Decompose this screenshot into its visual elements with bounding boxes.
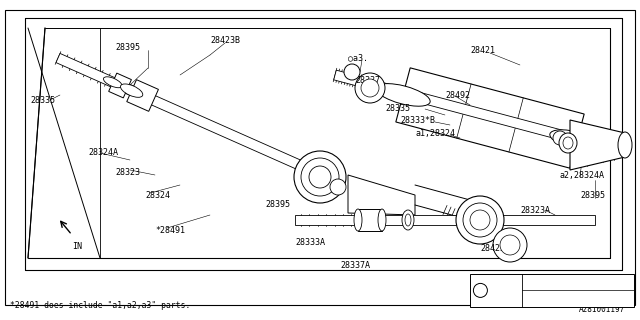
Text: A281001197: A281001197	[579, 306, 625, 315]
Ellipse shape	[301, 158, 339, 196]
Ellipse shape	[500, 235, 520, 255]
Polygon shape	[570, 120, 625, 170]
Text: 28492: 28492	[445, 91, 470, 100]
Ellipse shape	[550, 130, 604, 152]
Ellipse shape	[563, 137, 573, 149]
Text: 1: 1	[478, 286, 483, 295]
Text: a2,28324A: a2,28324A	[560, 171, 605, 180]
Text: 28323A: 28323A	[520, 205, 550, 214]
Ellipse shape	[618, 132, 632, 158]
Text: 28323: 28323	[115, 167, 140, 177]
Text: 28337: 28337	[355, 76, 380, 84]
Text: IN: IN	[72, 242, 82, 251]
Polygon shape	[109, 73, 131, 98]
Ellipse shape	[493, 228, 527, 262]
Ellipse shape	[553, 131, 567, 145]
Ellipse shape	[120, 84, 143, 97]
Ellipse shape	[104, 77, 122, 88]
Circle shape	[344, 64, 360, 80]
Text: ( -'12MY)<S.CVT>: ( -'12MY)<S.CVT>	[525, 279, 595, 286]
Polygon shape	[348, 175, 415, 215]
Polygon shape	[56, 53, 342, 188]
Ellipse shape	[470, 210, 490, 230]
Polygon shape	[358, 209, 382, 231]
Ellipse shape	[405, 214, 411, 226]
Polygon shape	[396, 68, 584, 168]
Text: a3: a3	[348, 69, 356, 75]
Text: 28395: 28395	[265, 199, 290, 209]
Polygon shape	[333, 70, 611, 153]
Text: 28335: 28335	[30, 95, 55, 105]
Ellipse shape	[309, 166, 331, 188]
Ellipse shape	[354, 209, 362, 231]
Polygon shape	[127, 80, 159, 111]
Ellipse shape	[378, 209, 386, 231]
Text: 28333*B: 28333*B	[400, 116, 435, 124]
Ellipse shape	[355, 73, 385, 103]
Ellipse shape	[402, 210, 414, 230]
Ellipse shape	[330, 179, 346, 195]
Text: 28395: 28395	[580, 190, 605, 199]
Text: 28421: 28421	[470, 45, 495, 54]
Text: 28335: 28335	[385, 103, 410, 113]
Text: 28395: 28395	[115, 43, 140, 52]
Text: ('13MY- )<CVT>: ('13MY- )<CVT>	[525, 296, 587, 302]
Ellipse shape	[376, 84, 430, 106]
Text: 28333*A: 28333*A	[483, 286, 516, 295]
Ellipse shape	[463, 203, 497, 237]
Text: 28337A: 28337A	[340, 260, 370, 269]
Text: *28491: *28491	[155, 226, 185, 235]
Polygon shape	[295, 215, 595, 225]
Circle shape	[474, 284, 488, 297]
Text: 28324: 28324	[145, 190, 170, 199]
Text: 28423B: 28423B	[210, 36, 240, 44]
Ellipse shape	[456, 196, 504, 244]
Text: 28333A: 28333A	[295, 237, 325, 246]
Ellipse shape	[294, 151, 346, 203]
Ellipse shape	[559, 133, 577, 153]
Text: 28324A: 28324A	[88, 148, 118, 156]
Text: a1,28324: a1,28324	[415, 129, 455, 138]
Ellipse shape	[361, 79, 379, 97]
Text: ○a3.: ○a3.	[348, 53, 368, 62]
Text: 28423C: 28423C	[480, 244, 510, 252]
Bar	[470, 274, 634, 307]
Text: *28491 does include "a1,a2,a3" parts.: *28491 does include "a1,a2,a3" parts.	[10, 300, 190, 309]
